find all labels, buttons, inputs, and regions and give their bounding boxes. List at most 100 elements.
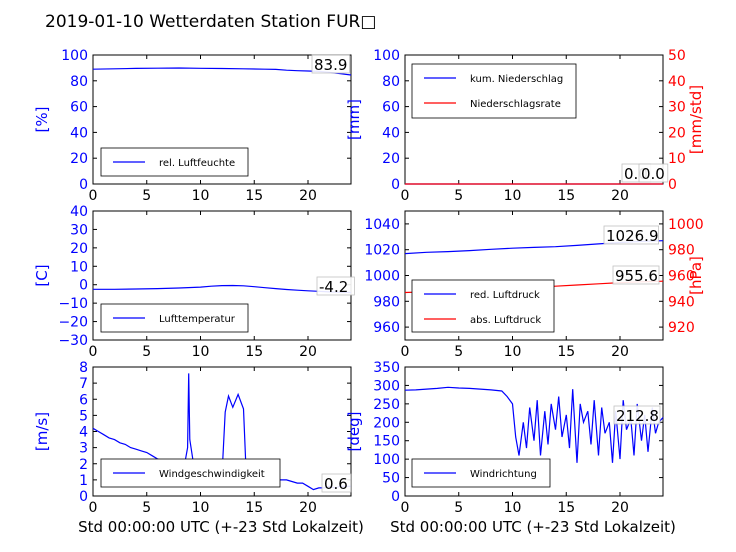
y-axis-label: [deg]	[345, 412, 363, 452]
x-tick-label: 5	[454, 188, 463, 204]
x-tick-label: 10	[192, 188, 210, 204]
legend-box	[411, 279, 555, 333]
x-tick-label: 10	[504, 188, 522, 204]
x-tick-label: 20	[299, 188, 317, 204]
last-value-label: 83.9	[314, 56, 347, 74]
y-tick-label: 40	[70, 125, 88, 141]
y-tick-label: 150	[373, 434, 400, 450]
y-tick-label: 100	[373, 452, 400, 468]
y-tick-label: 7	[79, 376, 88, 392]
y-tick-label: 1	[79, 473, 88, 489]
y2-tick-label: 920	[668, 320, 695, 336]
x-tick-label: 15	[245, 344, 263, 360]
y-tick-label: 100	[61, 48, 88, 64]
y-tick-label: 250	[373, 397, 400, 413]
x-tick-label: 10	[504, 500, 522, 516]
x-tick-label: 5	[142, 188, 151, 204]
y-tick-label: −30	[58, 333, 88, 349]
x-tick-label: 20	[611, 500, 629, 516]
legend-entry: abs. Luftdruck	[470, 315, 541, 326]
y2-tick-label: 50	[668, 48, 686, 64]
y-tick-label: 2	[79, 457, 88, 473]
x-tick-label: 0	[89, 188, 98, 204]
y-tick-label: 100	[373, 48, 400, 64]
y-tick-label: 80	[382, 74, 400, 90]
y-tick-label: 60	[382, 100, 400, 116]
y-axis-label: [C]	[33, 264, 51, 286]
panel-wind_speed: 0 5 10 15 20012345678[m/s]Windgeschwindigkei…	[33, 360, 352, 516]
value-label-box	[613, 405, 661, 425]
y-tick-label: 1000	[364, 269, 400, 285]
y-tick-label: 6	[79, 392, 88, 408]
last-value-label: 0.0	[641, 165, 665, 183]
y2-tick-label: 30	[668, 100, 686, 116]
x-tick-label: 15	[557, 500, 575, 516]
y-axis-label: [mm]	[345, 99, 363, 140]
y-axis-label: [m/s]	[33, 412, 51, 451]
panel-wind_dir: 0 5 10 15 20050100150200250300350[deg]Windri…	[345, 360, 664, 516]
y-tick-label: −10	[58, 296, 88, 312]
x-axis-label-right: Std 00:00:00 UTC (+-23 Std Lokalzeit)	[390, 518, 676, 536]
y2-tick-label: 20	[668, 125, 686, 141]
last-value-label: 212.8	[616, 407, 659, 425]
legend-box	[411, 63, 577, 119]
panel-humidity: 0 5 10 15 20 0 20 40 60 80 100 [%] rel. Luftfeuchte 8…	[33, 48, 352, 204]
last-value-label: 0.6	[324, 475, 348, 493]
y-tick-label: 80	[70, 74, 88, 90]
legend-entry: Niederschlagsrate	[470, 99, 561, 110]
value-label-box	[321, 473, 352, 493]
x-tick-label: 20	[299, 344, 317, 360]
y-tick-label: 3	[79, 441, 88, 457]
y-tick-label: 8	[79, 360, 88, 376]
y-tick-label: 350	[373, 360, 400, 376]
x-axis-label-left: Std 00:00:00 UTC (+-23 Std Lokalzeit)	[78, 518, 364, 536]
y-tick-label: 980	[373, 294, 400, 310]
x-tick-label: 20	[611, 344, 629, 360]
y2-tick-label: 0	[668, 177, 677, 193]
x-tick-label: 5	[454, 500, 463, 516]
x-tick-label: 10	[192, 500, 210, 516]
y-tick-label: 960	[373, 320, 400, 336]
y-tick-label: 20	[70, 241, 88, 257]
y2-tick-label: 960	[668, 269, 695, 285]
legend-entry: rel. Luftfeuchte	[159, 158, 235, 169]
x-tick-label: 0	[89, 500, 98, 516]
x-tick-label: 15	[557, 188, 575, 204]
value-label-box	[638, 163, 669, 183]
value-label-box	[612, 265, 660, 285]
legend-box	[100, 147, 249, 177]
legend-entry: Windgeschwindigkeit	[159, 469, 265, 480]
y-tick-label: 50	[382, 471, 400, 487]
value-label-box	[603, 225, 659, 245]
x-tick-label: 5	[142, 344, 151, 360]
x-tick-label: 0	[401, 188, 410, 204]
y2-axis-label: [mm/std]	[687, 85, 705, 154]
legend-entry: kum. Niederschlag	[470, 74, 563, 85]
y-tick-label: 0	[79, 278, 88, 294]
x-tick-label: 0	[401, 344, 410, 360]
last-value-label: 955.6	[615, 267, 658, 285]
y-tick-label: 1040	[364, 217, 400, 233]
figure-title: 2019-01-10 Wetterdaten Station FUR□	[45, 12, 376, 32]
x-tick-label: 5	[454, 344, 463, 360]
last-value-label: -4.2	[319, 278, 348, 296]
y-tick-label: 5	[79, 408, 88, 424]
x-tick-label: 5	[142, 500, 151, 516]
y-tick-label: 1020	[364, 243, 400, 259]
legend-entry: red. Luftdruck	[470, 290, 540, 301]
y-tick-label: 10	[70, 259, 88, 275]
y-tick-label: 0	[79, 177, 88, 193]
y-tick-label: 20	[70, 151, 88, 167]
value-label-box	[316, 276, 355, 296]
y-tick-label: 200	[373, 415, 400, 431]
panel-pressure: 0 5 10 15 20 960 980 1000 1020 1040 920 940 960 980 10…	[364, 210, 705, 360]
y2-tick-label: 940	[668, 294, 695, 310]
y2-tick-label: 10	[668, 151, 686, 167]
y2-tick-label: 40	[668, 74, 686, 90]
y-tick-label: −20	[58, 315, 88, 331]
y2-tick-label: 1000	[668, 217, 704, 233]
y-tick-label: 300	[373, 378, 400, 394]
legend-entry: Windrichtung	[470, 469, 537, 480]
